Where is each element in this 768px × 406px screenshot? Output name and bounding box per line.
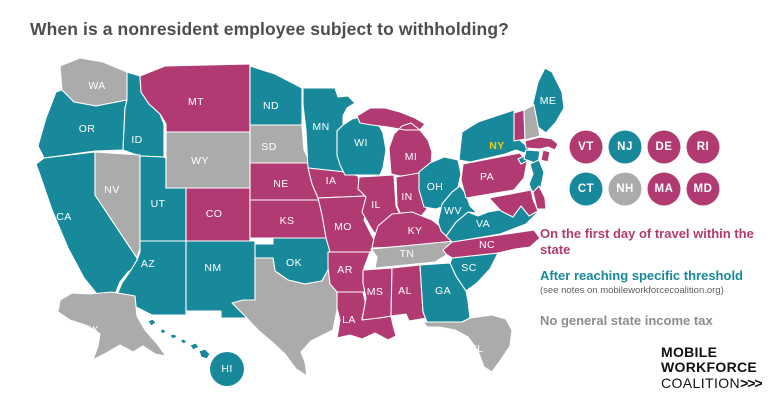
legend-circle-label-NH: NH [616, 183, 634, 195]
state-label-MN: MN [312, 121, 329, 133]
legend-circle-RI [686, 130, 720, 164]
state-SC [449, 252, 499, 292]
logo: MOBILE WORKFORCE COALITION>>> [661, 344, 763, 391]
state-TX [231, 257, 338, 377]
state-label-NY: NY [489, 140, 504, 152]
state-NV [94, 151, 141, 259]
state-FL [422, 314, 513, 373]
state-ND [249, 65, 303, 126]
state-NM [185, 240, 256, 319]
state-MA [524, 136, 559, 151]
legend-circle-label-RI: RI [697, 141, 710, 153]
state-label-TN: TN [400, 248, 415, 260]
legend-circle-label-MA: MA [655, 183, 674, 195]
legend-no-tax-label: No general state income tax [540, 313, 713, 329]
legend-circle-label-MD: MD [694, 183, 713, 195]
state-label-WY: WY [191, 155, 209, 167]
state-label-MI: MI [405, 151, 417, 163]
state-NH [523, 104, 541, 141]
legend-circle-NH [608, 172, 642, 206]
state-label-PA: PA [480, 171, 494, 183]
state-WI [336, 116, 387, 176]
legend-first-day-label: On the first day of travel within the st… [540, 226, 754, 257]
state-label-IL: IL [371, 199, 381, 211]
state-HI [147, 318, 211, 360]
legend-circle-CT [569, 172, 603, 206]
legend-circle-MA [647, 172, 681, 206]
state-label-VA: VA [476, 218, 490, 230]
state-label-IN: IN [401, 191, 412, 203]
state-label-SD: SD [261, 141, 276, 153]
logo-arrows-icon: >>> [740, 374, 763, 391]
logo-line-3: COALITION>>> [661, 374, 763, 391]
state-RI [540, 149, 551, 163]
state-label-KS: KS [280, 215, 295, 227]
state-WV [437, 185, 478, 237]
state-label-CA: CA [56, 211, 71, 223]
state-label-KY: KY [408, 225, 423, 237]
state-label-ND: ND [263, 100, 279, 112]
state-label-AR: AR [337, 264, 352, 276]
state-label-OK: OK [286, 257, 302, 269]
state-label-AZ: AZ [141, 258, 155, 270]
state-label-OH: OH [427, 181, 444, 193]
state-AK [57, 291, 167, 361]
legend-circle-label-CT: CT [578, 183, 594, 195]
legend-circle-MD [686, 172, 720, 206]
state-PA [460, 152, 528, 199]
state-label-IA: IA [326, 175, 337, 187]
legend-circle-label-NJ: NJ [617, 141, 633, 153]
state-label-NC: NC [479, 239, 495, 251]
logo-line-1: MOBILE [661, 344, 718, 360]
logo-coalition-text: COALITION [661, 374, 741, 391]
state-label-NM: NM [204, 262, 221, 274]
state-ME [532, 67, 565, 134]
legend: On the first day of travel within the st… [540, 226, 766, 328]
state-label-OR: OR [79, 123, 96, 135]
state-label-ID: ID [131, 134, 142, 146]
state-label-MT: MT [188, 96, 204, 108]
state-label-WI: WI [354, 137, 368, 149]
state-HI-circle [210, 352, 244, 386]
state-label-ME: ME [540, 95, 557, 107]
state-label-AK: AK [85, 324, 100, 336]
state-label-HI: HI [221, 363, 232, 375]
state-label-NV: NV [104, 184, 119, 196]
state-label-GA: GA [435, 285, 451, 297]
legend-circle-NJ [608, 130, 642, 164]
state-label-SC: SC [461, 262, 476, 274]
state-label-WA: WA [88, 80, 105, 92]
legend-circle-label-DE: DE [656, 141, 673, 153]
legend-circle-VT [569, 130, 603, 164]
state-SD [249, 124, 310, 164]
state-label-UT: UT [151, 198, 166, 210]
state-label-NE: NE [273, 178, 288, 190]
logo-line-2: WORKFORCE [661, 359, 758, 376]
legend-threshold-label: After reaching specific threshold [540, 268, 743, 284]
state-label-AL: AL [398, 285, 412, 297]
state-label-WV: WV [444, 205, 462, 217]
state-MT [139, 63, 251, 133]
state-label-CO: CO [206, 208, 223, 220]
legend-threshold-note: (see notes on mobileworkforcecoalition.o… [540, 285, 724, 297]
state-label-FL: FL [470, 343, 483, 355]
state-label-MO: MO [334, 221, 352, 233]
state-label-LA: LA [342, 314, 356, 326]
state-label-MS: MS [367, 286, 384, 298]
state-VT [513, 109, 526, 142]
legend-circle-DE [647, 130, 681, 164]
legend-circle-label-VT: VT [578, 141, 594, 153]
page-title: When is a nonresident employee subject t… [30, 19, 509, 39]
state-MD [488, 189, 539, 218]
